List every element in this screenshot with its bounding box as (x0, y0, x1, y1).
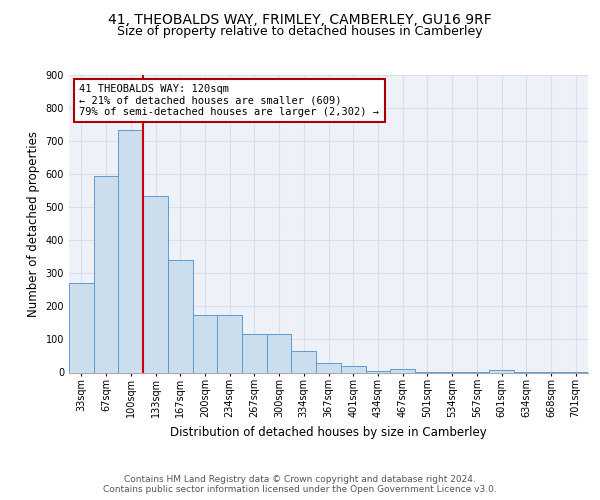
Bar (242, 334, 267, 372)
Bar (69, 283, 94, 372)
Bar (193, 314, 217, 372)
Bar (489, 370, 514, 372)
Bar (143, 196, 168, 372)
Bar (316, 362, 341, 372)
Bar (168, 260, 193, 372)
Text: 41 THEOBALDS WAY: 120sqm
← 21% of detached houses are smaller (609)
79% of semi-: 41 THEOBALDS WAY: 120sqm ← 21% of detach… (79, 84, 379, 117)
Bar (390, 369, 415, 372)
Bar (292, 351, 316, 372)
X-axis label: Distribution of detached houses by size in Camberley: Distribution of detached houses by size … (170, 426, 487, 439)
Bar (365, 371, 390, 372)
Text: 41, THEOBALDS WAY, FRIMLEY, CAMBERLEY, GU16 9RF: 41, THEOBALDS WAY, FRIMLEY, CAMBERLEY, G… (108, 12, 492, 26)
Bar (267, 334, 292, 372)
Text: Contains HM Land Registry data © Crown copyright and database right 2024.
Contai: Contains HM Land Registry data © Crown c… (103, 474, 497, 494)
Bar (118, 130, 143, 372)
Bar (341, 366, 365, 372)
Y-axis label: Number of detached properties: Number of detached properties (27, 130, 40, 317)
Bar (94, 176, 118, 372)
Bar (217, 314, 242, 372)
Text: Size of property relative to detached houses in Camberley: Size of property relative to detached ho… (117, 25, 483, 38)
